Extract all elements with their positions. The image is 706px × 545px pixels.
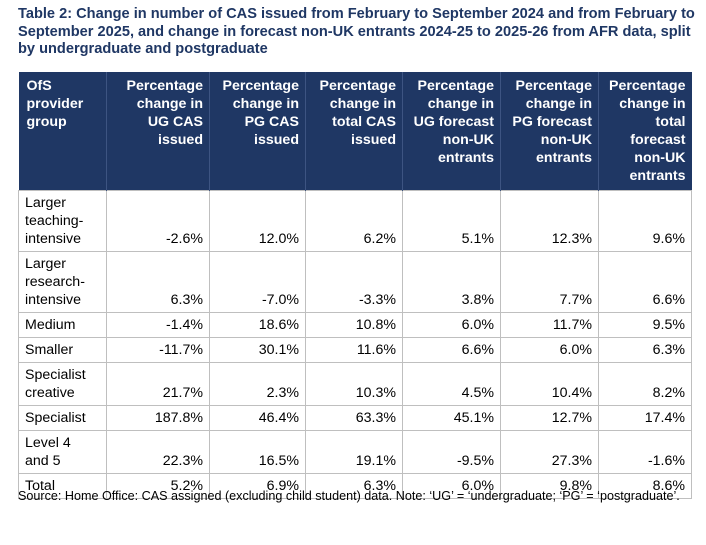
- header-pg-forecast: Percentage change in PG forecast non-UK …: [500, 72, 599, 191]
- cell-total-forecast: 9.6%: [598, 190, 692, 252]
- cell-pg-cas: 12.0%: [209, 190, 306, 252]
- cell-total-forecast: 6.6%: [598, 251, 692, 313]
- cell-pg-cas: 18.6%: [209, 312, 306, 338]
- row-label: Smaller: [18, 337, 107, 363]
- cell-pg-forecast: 7.7%: [500, 251, 599, 313]
- table-row: Level 4 and 5 22.3% 16.5% 19.1% -9.5% 27…: [18, 430, 692, 474]
- header-ug-forecast: Percentage change in UG forecast non-UK …: [402, 72, 501, 191]
- row-label: Total: [18, 473, 107, 499]
- cell-total-cas: 6.3%: [305, 473, 403, 499]
- table-row-total: Total 5.2% 6.9% 6.3% 6.0% 9.8% 8.6%: [18, 473, 692, 499]
- cas-change-table: OfS provider group Percentage change in …: [18, 72, 692, 499]
- cell-ug-cas: -1.4%: [106, 312, 210, 338]
- header-row: OfS provider group Percentage change in …: [18, 72, 692, 191]
- row-label: Larger teaching- intensive: [18, 190, 107, 252]
- cell-total-cas: 6.2%: [305, 190, 403, 252]
- header-provider-group: OfS provider group: [18, 72, 107, 191]
- cell-ug-forecast: 45.1%: [402, 405, 501, 431]
- header-ug-cas: Percentage change in UG CAS issued: [106, 72, 210, 191]
- cell-total-cas: 11.6%: [305, 337, 403, 363]
- cell-pg-cas: 2.3%: [209, 362, 306, 406]
- table-row: Smaller -11.7% 30.1% 11.6% 6.6% 6.0% 6.3…: [18, 337, 692, 363]
- cell-ug-cas: -2.6%: [106, 190, 210, 252]
- row-label: Medium: [18, 312, 107, 338]
- header-total-cas: Percentage change in total CAS issued: [305, 72, 403, 191]
- cell-ug-forecast: -9.5%: [402, 430, 501, 474]
- table-row: Medium -1.4% 18.6% 10.8% 6.0% 11.7% 9.5%: [18, 312, 692, 338]
- cell-total-cas: 19.1%: [305, 430, 403, 474]
- row-label: Specialist: [18, 405, 107, 431]
- table-row: Specialist creative 21.7% 2.3% 10.3% 4.5…: [18, 362, 692, 406]
- table-row: Larger teaching- intensive -2.6% 12.0% 6…: [18, 190, 692, 252]
- cell-ug-forecast: 4.5%: [402, 362, 501, 406]
- row-label: Level 4 and 5: [18, 430, 107, 474]
- row-label: Larger research- intensive: [18, 251, 107, 313]
- cell-pg-forecast: 11.7%: [500, 312, 599, 338]
- cell-ug-cas: 6.3%: [106, 251, 210, 313]
- cell-total-forecast: 8.2%: [598, 362, 692, 406]
- cell-ug-forecast: 6.0%: [402, 312, 501, 338]
- cell-total-cas: 10.3%: [305, 362, 403, 406]
- cell-total-forecast: 8.6%: [598, 473, 692, 499]
- header-total-forecast: Percentage change in total forecast non-…: [598, 72, 692, 191]
- cell-ug-cas: 187.8%: [106, 405, 210, 431]
- cell-ug-cas: 22.3%: [106, 430, 210, 474]
- cell-pg-cas: -7.0%: [209, 251, 306, 313]
- cell-pg-forecast: 10.4%: [500, 362, 599, 406]
- table-caption: Table 2: Change in number of CAS issued …: [18, 6, 695, 57]
- row-label: Specialist creative: [18, 362, 107, 406]
- cell-total-forecast: 17.4%: [598, 405, 692, 431]
- table-row: Specialist 187.8% 46.4% 63.3% 45.1% 12.7…: [18, 405, 692, 431]
- cell-pg-forecast: 12.7%: [500, 405, 599, 431]
- source-note: Source: Home Office: CAS assigned (exclu…: [18, 489, 680, 503]
- cell-ug-forecast: 3.8%: [402, 251, 501, 313]
- cell-pg-forecast: 6.0%: [500, 337, 599, 363]
- cell-ug-forecast: 6.6%: [402, 337, 501, 363]
- table-row: Larger research- intensive 6.3% -7.0% -3…: [18, 251, 692, 313]
- header-pg-cas: Percentage change in PG CAS issued: [209, 72, 306, 191]
- cell-ug-forecast: 5.1%: [402, 190, 501, 252]
- cell-pg-forecast: 12.3%: [500, 190, 599, 252]
- cell-total-cas: 63.3%: [305, 405, 403, 431]
- cell-pg-cas: 16.5%: [209, 430, 306, 474]
- cell-pg-forecast: 27.3%: [500, 430, 599, 474]
- cell-total-cas: 10.8%: [305, 312, 403, 338]
- cell-total-cas: -3.3%: [305, 251, 403, 313]
- cell-pg-cas: 46.4%: [209, 405, 306, 431]
- cell-ug-cas: 5.2%: [106, 473, 210, 499]
- cell-total-forecast: -1.6%: [598, 430, 692, 474]
- cell-ug-cas: 21.7%: [106, 362, 210, 406]
- cell-ug-cas: -11.7%: [106, 337, 210, 363]
- cell-pg-cas: 30.1%: [209, 337, 306, 363]
- cell-total-forecast: 9.5%: [598, 312, 692, 338]
- cell-total-forecast: 6.3%: [598, 337, 692, 363]
